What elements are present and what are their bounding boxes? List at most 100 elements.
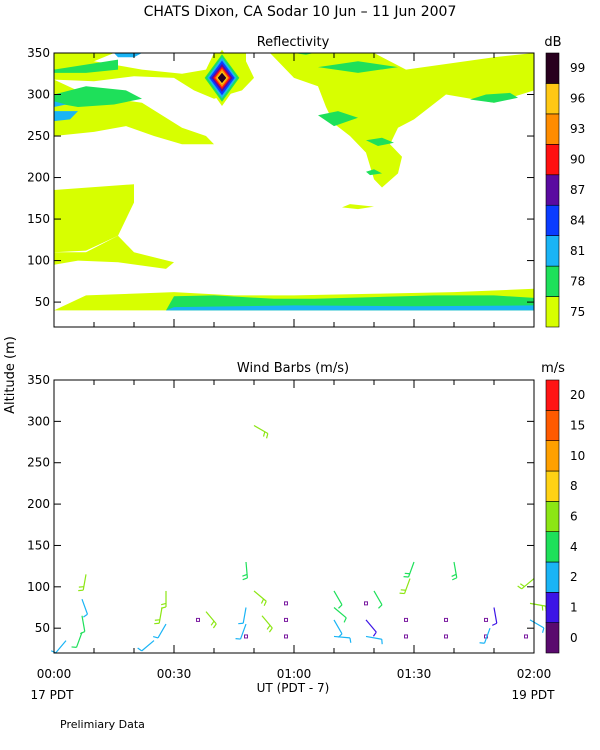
reflectivity-colorbar-swatch bbox=[545, 235, 560, 267]
wind-calm-marker bbox=[404, 617, 408, 622]
wind-barb-flag bbox=[212, 623, 217, 629]
wind-barb-shaft bbox=[403, 578, 411, 594]
reflectivity-colorbar-label: 87 bbox=[570, 183, 585, 197]
wind-barb-flag bbox=[491, 622, 498, 626]
wind-calm-marker bbox=[196, 617, 200, 622]
reflectivity-colorbar: 75 78 81 84 87 90 93 96 99 bbox=[545, 52, 585, 328]
reflectivity-colorbar-label: 93 bbox=[570, 122, 585, 136]
wind-plot-frame bbox=[53, 379, 535, 654]
reflectivity-colorbar-swatch bbox=[545, 204, 560, 236]
wind-barb-shaft bbox=[529, 619, 545, 629]
wind-barb-flag bbox=[262, 431, 266, 437]
wind-barb-flag bbox=[338, 604, 343, 609]
y-axis-label: Altitude (m) bbox=[3, 336, 18, 414]
wind-barb-shaft bbox=[365, 619, 377, 633]
wind-barb-shaft bbox=[81, 599, 89, 615]
wind-barb-shaft bbox=[453, 561, 458, 578]
wind-calm-marker bbox=[444, 634, 448, 639]
wind-barb-flag bbox=[541, 627, 545, 633]
wind-barb-shaft bbox=[55, 640, 67, 654]
wind-barb-shaft bbox=[261, 615, 273, 629]
reflectivity-colorbar-swatch bbox=[545, 83, 560, 115]
wind-barb-shaft bbox=[333, 590, 343, 606]
wind-ytick-label: 350 bbox=[27, 373, 50, 387]
wind-calm-marker bbox=[444, 617, 448, 622]
date-left-label: 17 PDT bbox=[31, 688, 75, 702]
wind-colorbar-swatch bbox=[545, 561, 560, 593]
wind-barb-flag bbox=[338, 633, 343, 638]
x-tick-label: 00:00 bbox=[37, 667, 72, 681]
figure-title: CHATS Dixon, CA Sodar 10 Jun – 11 Jun 20… bbox=[144, 4, 457, 20]
wind-barb-flag bbox=[517, 585, 523, 590]
reflectivity-colorbar-swatch bbox=[545, 144, 560, 176]
wind-colorbar-swatch bbox=[545, 501, 560, 532]
wind-barb-shaft bbox=[333, 619, 343, 635]
reflectivity-colorbar-swatch bbox=[545, 296, 560, 328]
wind-barb-shaft bbox=[373, 590, 383, 606]
refl-region-81 bbox=[166, 305, 534, 311]
wind-barb-flag bbox=[137, 647, 143, 652]
wind-barb-shaft bbox=[365, 635, 382, 640]
wind-barb-shaft bbox=[529, 602, 546, 607]
reflectivity-ytick-label: 200 bbox=[27, 171, 50, 185]
wind-barb-shaft bbox=[239, 623, 247, 640]
wind-colorbar-label: 15 bbox=[570, 419, 585, 433]
wind-ytick-label: 150 bbox=[27, 538, 50, 552]
wind-colorbar-swatch bbox=[545, 531, 560, 563]
x-tick-label: 01:00 bbox=[277, 667, 312, 681]
wind-barb-flag bbox=[153, 636, 159, 639]
refl-region-75 bbox=[54, 184, 134, 253]
wind-barb-shaft bbox=[253, 424, 269, 435]
x-tick-label: 00:30 bbox=[157, 667, 192, 681]
wind-colorbar-label: 4 bbox=[570, 540, 578, 554]
wind-ytick-label: 300 bbox=[27, 414, 50, 428]
wind-barb-shaft bbox=[158, 607, 163, 624]
reflectivity-colorbar-swatch bbox=[545, 174, 560, 206]
wind-calm-marker bbox=[524, 634, 528, 639]
reflectivity-colorbar-swatch bbox=[545, 265, 560, 297]
wind-barb-flag bbox=[268, 627, 273, 633]
wind-barb-shaft bbox=[157, 623, 167, 639]
reflectivity-ytick-label: 100 bbox=[27, 254, 50, 268]
wind-colorbar-label: 2 bbox=[570, 570, 578, 584]
wind-barb-flag bbox=[210, 620, 215, 626]
wind-barb-flag bbox=[161, 602, 167, 606]
wind-barb-flag bbox=[519, 583, 525, 588]
wind-barb-flag bbox=[349, 637, 352, 643]
refl-region-78 bbox=[470, 92, 518, 103]
wind-barb-flag bbox=[260, 598, 265, 604]
wind-colorbar-label: 10 bbox=[570, 449, 585, 463]
x-tick-label: 01:30 bbox=[397, 667, 432, 681]
wind-barb-shaft bbox=[82, 574, 87, 591]
refl-region-78 bbox=[366, 137, 394, 146]
refl-region-81 bbox=[114, 53, 142, 58]
wind-calm-marker bbox=[284, 601, 288, 606]
reflectivity-colorbar-label: 84 bbox=[570, 213, 585, 227]
wind-colorbar-swatch bbox=[545, 592, 560, 623]
x-axis-label: UT (PDT - 7) bbox=[257, 681, 330, 695]
reflectivity-colorbar-label: 96 bbox=[570, 92, 585, 106]
refl-region-78 bbox=[318, 111, 358, 127]
refl-region-78 bbox=[366, 169, 382, 176]
wind-barb-flag bbox=[50, 650, 56, 654]
reflectivity-ytick-label: 350 bbox=[27, 46, 50, 60]
refl-region-75 bbox=[54, 235, 174, 269]
reflectivity-colorbar-label: 90 bbox=[570, 153, 585, 167]
reflectivity-colorbar-swatch bbox=[545, 113, 560, 145]
wind-barb-shaft bbox=[253, 590, 267, 602]
wind-barb-shaft bbox=[483, 627, 491, 644]
footer-note: Prelimiary Data bbox=[60, 718, 145, 731]
reflectivity-title: Reflectivity bbox=[257, 35, 330, 50]
reflectivity-ytick-label: 300 bbox=[27, 88, 50, 102]
wind-colorbar-label: 20 bbox=[570, 388, 585, 402]
wind-barb-flag bbox=[372, 631, 377, 637]
wind-colorbar-label: 0 bbox=[570, 631, 578, 645]
wind-calm-marker bbox=[484, 617, 488, 622]
wind-colorbar-unit: m/s bbox=[541, 361, 565, 376]
wind-colorbar-label: 6 bbox=[570, 510, 578, 524]
reflectivity-field bbox=[54, 49, 534, 311]
wind-barb-shaft bbox=[75, 632, 83, 648]
wind-calm-marker bbox=[284, 634, 288, 639]
date-right-label: 19 PDT bbox=[512, 688, 556, 702]
